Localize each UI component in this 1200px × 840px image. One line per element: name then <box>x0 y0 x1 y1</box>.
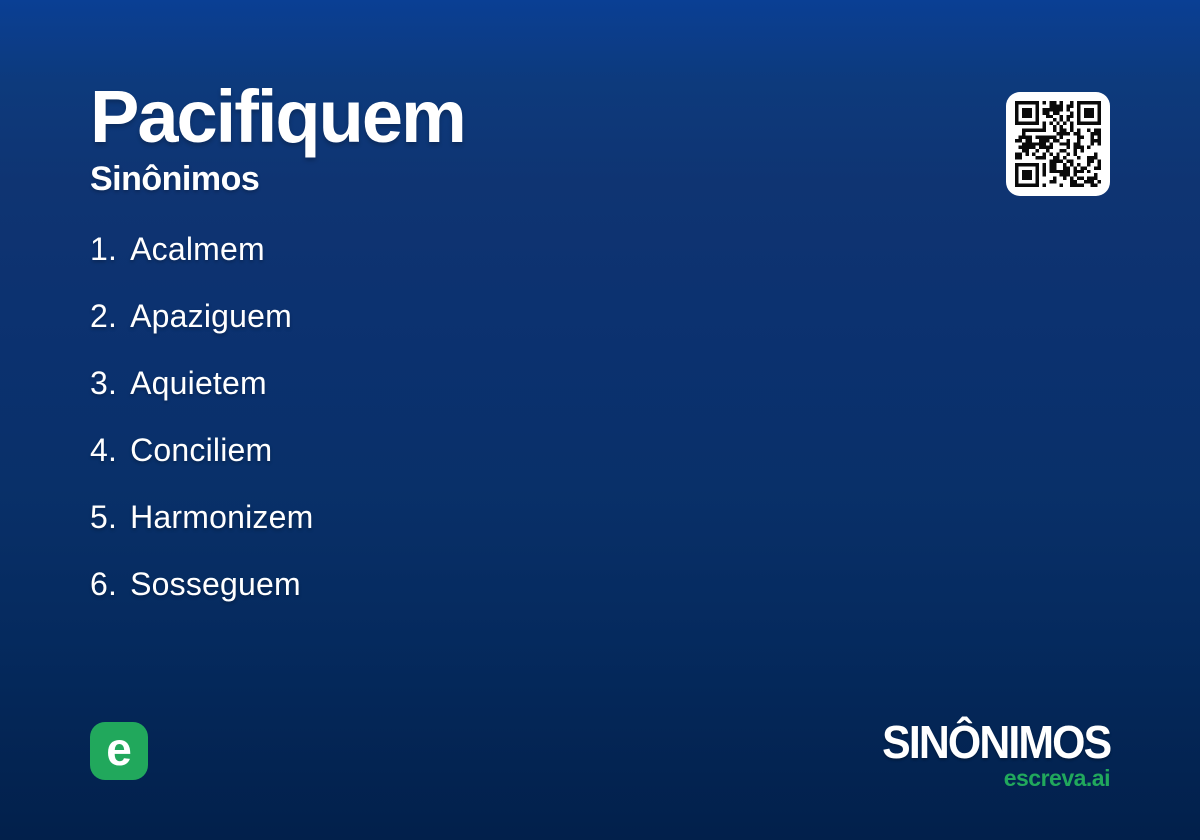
page-title: Pacifiquem <box>90 75 467 158</box>
item-word: Aquietem <box>130 365 267 401</box>
item-number: 6. <box>90 566 118 602</box>
item-number: 1. <box>90 231 118 267</box>
list-item: 1. Acalmem <box>90 216 313 283</box>
list-item: 5. Harmonizem <box>90 484 313 551</box>
item-number: 3. <box>90 365 118 401</box>
item-word: Sosseguem <box>130 566 301 602</box>
list-item: 2. Apaziguem <box>90 283 313 350</box>
item-number: 2. <box>90 298 118 334</box>
escreva-logo-letter: e <box>106 723 132 775</box>
escreva-logo: e <box>90 722 148 780</box>
qr-code-icon <box>1015 101 1101 187</box>
list-item: 4. Conciliem <box>90 417 313 484</box>
list-item: 6. Sosseguem <box>90 551 313 618</box>
item-number: 4. <box>90 432 118 468</box>
item-word: Acalmem <box>130 231 265 267</box>
synonyms-list: 1. Acalmem 2. Apaziguem 3. Aquietem 4. C… <box>90 216 313 618</box>
item-word: Conciliem <box>130 432 273 468</box>
item-word: Harmonizem <box>130 499 314 535</box>
page-subtitle: Sinônimos <box>90 160 260 198</box>
list-item: 3. Aquietem <box>90 350 313 417</box>
brand-domain: escreva.ai <box>1003 765 1111 791</box>
qr-code <box>1006 92 1110 196</box>
brand-name: SINÔNIMOS <box>881 716 1112 768</box>
item-number: 5. <box>90 499 118 535</box>
card-header: Pacifiquem Sinônimos <box>90 75 467 198</box>
brand-block: SINÔNIMOS escreva.ai <box>865 716 1112 791</box>
item-word: Apaziguem <box>130 298 292 334</box>
